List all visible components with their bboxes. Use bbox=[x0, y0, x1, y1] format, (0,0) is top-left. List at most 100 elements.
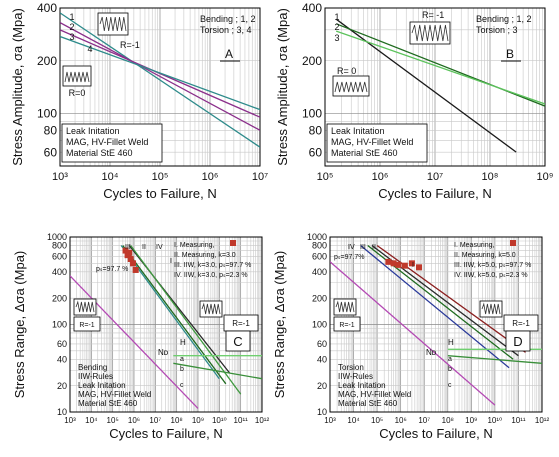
curve-label-c: c bbox=[448, 382, 452, 389]
series-line-3 bbox=[335, 30, 545, 105]
x-tick-label: 10⁸ bbox=[171, 416, 183, 425]
y-tick-label: 100 bbox=[52, 320, 67, 330]
series-line-c bbox=[330, 261, 496, 406]
x-tick-label: 10³ bbox=[52, 171, 68, 183]
notes-box bbox=[61, 123, 163, 163]
y-axis-title: Stress Amplitude, σa (Mpa) bbox=[275, 8, 290, 166]
series-group bbox=[70, 245, 262, 409]
plot-border bbox=[69, 236, 263, 413]
curve-label-b: b bbox=[448, 366, 452, 373]
ps-label: pₛ=97.7% bbox=[334, 254, 364, 261]
inset-label-r-1: R=-1 bbox=[232, 319, 250, 328]
x-tick-label: 10⁷ bbox=[252, 171, 268, 183]
y-tick-label: 200 bbox=[302, 54, 322, 68]
curve-label: III bbox=[360, 244, 366, 251]
curve-label-a: a bbox=[448, 356, 452, 363]
y-tick-label: 10 bbox=[317, 407, 327, 417]
y-tick-label: 200 bbox=[312, 293, 327, 303]
nd-label: Nᴅ bbox=[426, 348, 437, 357]
y-axis-title: Stress Range, Δσa (Mpa) bbox=[272, 251, 287, 398]
x-tick-label: 10¹¹ bbox=[511, 416, 526, 425]
y-axis-title: Stress Amplitude, σa (Mpa) bbox=[10, 8, 25, 166]
data-point bbox=[415, 264, 422, 271]
note-line: Torsion bbox=[338, 363, 364, 372]
load-signal-icon bbox=[201, 302, 221, 315]
series-label-4: 4 bbox=[87, 44, 92, 54]
note-line: Bending bbox=[78, 363, 107, 372]
curve-label: I bbox=[412, 262, 414, 269]
x-tick-label: 10⁵ bbox=[107, 416, 119, 425]
y-tick-label: 100 bbox=[37, 107, 57, 121]
y-tick-label: 40 bbox=[317, 354, 327, 364]
y-tick-label: 60 bbox=[44, 145, 58, 159]
x-tick-label: 10⁴ bbox=[85, 416, 98, 425]
legend-text: Torsion ; 3 bbox=[476, 25, 518, 35]
series-label-2: 2 bbox=[69, 22, 74, 32]
x-tick-label: 10⁷ bbox=[427, 171, 443, 183]
y-tick-label: 40 bbox=[57, 354, 67, 364]
x-tick-label: 10⁶ bbox=[202, 171, 219, 183]
legend-text: I. Measuring, bbox=[454, 242, 495, 249]
x-axis-title: Cycles to Failure, N bbox=[103, 186, 216, 201]
y-tick-label: 800 bbox=[312, 241, 327, 251]
y-tick-label: 400 bbox=[52, 267, 67, 277]
data-point bbox=[401, 262, 408, 269]
curve-label-h: H bbox=[448, 338, 454, 347]
x-tick-label: 10⁵ bbox=[371, 416, 383, 425]
x-axis-title: Cycles to Failure, N bbox=[379, 426, 492, 441]
note-line: IIW-Rules bbox=[338, 372, 373, 381]
inset-label-r-1: R=-1 bbox=[79, 322, 94, 329]
y-tick-label: 100 bbox=[302, 107, 322, 121]
load-signal-icon bbox=[64, 71, 90, 83]
x-axis-title: Cycles to Failure, N bbox=[378, 186, 491, 201]
x-tick-label: 10⁹ bbox=[192, 416, 204, 425]
inset-label-r-1: R=-1 bbox=[339, 322, 354, 329]
note-line: Leak Initation bbox=[66, 126, 120, 136]
data-point bbox=[126, 249, 133, 256]
curve-label-c: c bbox=[180, 382, 184, 389]
series-line-c bbox=[70, 275, 199, 409]
load-signal-icon bbox=[334, 81, 368, 93]
chart-panel-a: 10³ 10⁴ 10⁵ 10⁶ 10⁷ 60 80 100 200 400 Cycles to Fa… bbox=[10, 1, 268, 201]
x-tick-label: 10⁷ bbox=[149, 416, 161, 425]
legend-text: III. IIW, k=5.0, pₛ=97.7 % bbox=[454, 262, 531, 269]
inset-label-r-1: R= -1 bbox=[422, 10, 444, 20]
load-signal-icon bbox=[75, 300, 95, 313]
x-tick-label: 10¹² bbox=[255, 416, 270, 425]
y-tick-label: 1000 bbox=[47, 232, 67, 242]
load-signal-icon bbox=[99, 16, 127, 32]
data-point bbox=[122, 247, 129, 254]
y-tick-label: 100 bbox=[312, 320, 327, 330]
inset-box-r-1 bbox=[97, 12, 129, 36]
curve-label: I bbox=[170, 258, 172, 265]
chart-panel-d: 10³ 10⁴ 10⁵ 10⁶ 10⁷ 10⁸ 10⁹ 10¹⁰ 10¹¹ 10¹² 10 20 40 6… bbox=[272, 232, 549, 441]
note-line: Leak Initation bbox=[331, 126, 385, 136]
curve-label: II bbox=[372, 244, 376, 251]
curve-label-b: b bbox=[180, 366, 184, 373]
data-point bbox=[132, 266, 139, 273]
note-line: Leak Initation bbox=[338, 381, 386, 390]
inset-box-r-1-left bbox=[333, 316, 361, 332]
panel-label: C bbox=[233, 334, 242, 349]
x-tick-label: 10³ bbox=[64, 416, 76, 425]
x-axis-title: Cycles to Failure, N bbox=[109, 426, 222, 441]
x-tick-label: 10⁸ bbox=[482, 171, 499, 183]
series-line-2 bbox=[60, 22, 260, 131]
panel-label: B bbox=[506, 47, 514, 61]
y-tick-label: 200 bbox=[37, 54, 57, 68]
chart-panel-b: 10⁵ 10⁶ 10⁷ 10⁸ 10⁹ 60 80 100 200 400 Cycles to Fa… bbox=[275, 1, 553, 201]
ps-label: pₛ=97.7 % bbox=[96, 266, 128, 273]
x-tick-label: 10¹⁰ bbox=[487, 416, 502, 425]
series-label-2: 2 bbox=[334, 22, 339, 32]
panel-label: D bbox=[513, 334, 522, 349]
x-tick-label: 10¹⁰ bbox=[212, 416, 227, 425]
curve-label-a: a bbox=[180, 356, 184, 363]
note-line: MAG, HV-Fillet Weld bbox=[338, 390, 411, 399]
y-tick-label: 200 bbox=[52, 293, 67, 303]
data-point bbox=[395, 261, 402, 268]
plot-border bbox=[329, 236, 543, 413]
series-group bbox=[335, 18, 545, 153]
y-tick-label: 800 bbox=[52, 241, 67, 251]
data-point bbox=[408, 260, 415, 267]
legend-text: II. Measuring, k=5.0 bbox=[454, 252, 516, 259]
